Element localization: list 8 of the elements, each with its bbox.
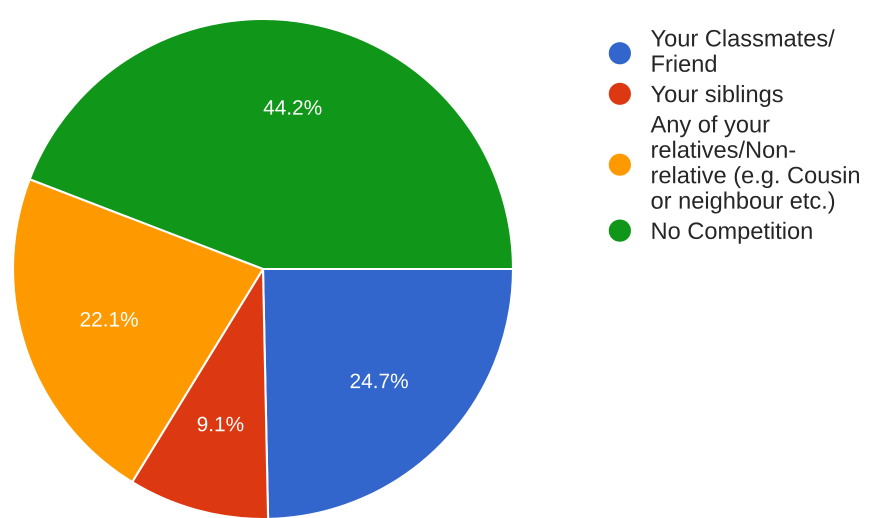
legend-label: Your Classmates/ Friend bbox=[651, 29, 835, 72]
data-label: 24.7% bbox=[350, 374, 408, 388]
legend-label: Any of your relatives/Non-relative (e.g. Cousin or neighbour etc.) bbox=[650, 115, 859, 214]
data-label: 44.2% bbox=[264, 100, 322, 115]
data-label: 9.1% bbox=[198, 416, 244, 432]
data-label: 22.1% bbox=[80, 312, 138, 327]
legend-label: No Competition bbox=[652, 222, 812, 244]
legend-label: Your siblings bbox=[651, 84, 783, 107]
